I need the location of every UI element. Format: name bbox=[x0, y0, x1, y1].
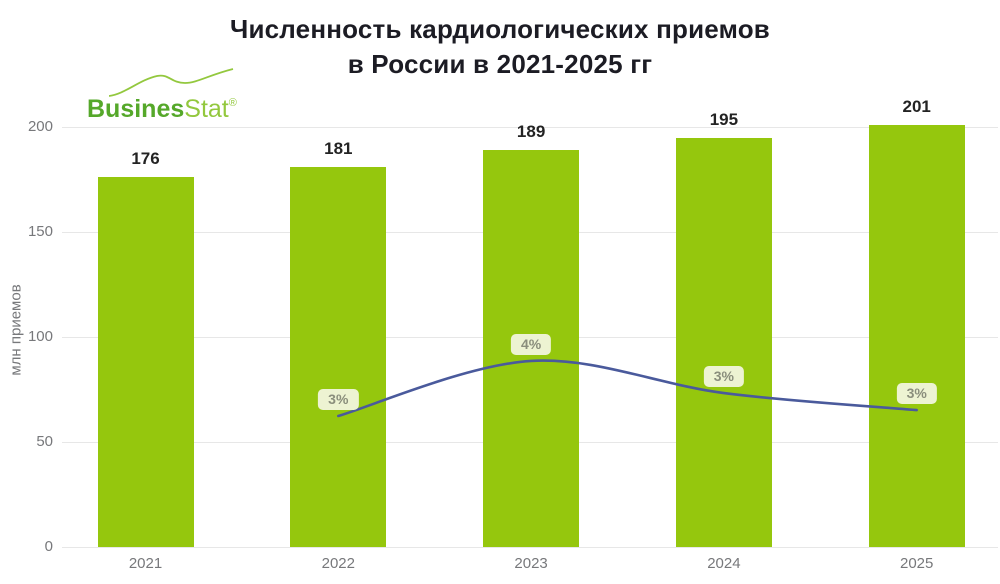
x-axis-label: 2023 bbox=[514, 555, 548, 572]
x-axis-label: 2022 bbox=[321, 555, 355, 572]
x-axis-label: 2025 bbox=[900, 555, 934, 572]
grid-line-0 bbox=[62, 547, 998, 548]
bar-2022 bbox=[290, 166, 387, 547]
bar-value-label: 189 bbox=[516, 122, 546, 142]
bar-value-label: 201 bbox=[902, 96, 931, 116]
bar-value-label: 195 bbox=[709, 109, 739, 129]
bar-2021 bbox=[97, 177, 194, 547]
bar-value-label: 176 bbox=[131, 149, 160, 169]
y-tick-label: 100 bbox=[27, 328, 53, 345]
chart-title-line1: Численность кардиологических приемов bbox=[230, 14, 770, 44]
y-tick-label: 200 bbox=[27, 118, 53, 135]
growth-line bbox=[337, 359, 918, 418]
growth-label-pill: 3% bbox=[318, 388, 359, 410]
logo-registered-mark: ® bbox=[228, 97, 237, 109]
chart-title: Численность кардиологических приемов в Р… bbox=[0, 12, 1000, 82]
logo-text-stat: Stat bbox=[184, 95, 229, 123]
growth-label-pill: 3% bbox=[703, 366, 745, 388]
y-tick-label: 0 bbox=[44, 538, 53, 555]
growth-label-pill: 3% bbox=[896, 383, 937, 405]
bar-2024 bbox=[675, 137, 772, 547]
growth-label-pill: 4% bbox=[510, 333, 552, 355]
grid-line-200 bbox=[62, 127, 998, 128]
chart-title-line2: в России в 2021-2025 гг bbox=[347, 49, 653, 79]
bar-value-label: 181 bbox=[324, 138, 353, 158]
y-tick-label: 150 bbox=[27, 223, 53, 240]
logo-text-busines: Busines bbox=[87, 95, 185, 123]
logo-trend-icon bbox=[109, 68, 234, 97]
bar-2025 bbox=[868, 124, 965, 547]
logo-wordmark: BusinesStat® bbox=[87, 97, 237, 122]
businesstat-logo: BusinesStat® bbox=[87, 68, 239, 124]
y-tick-label: 50 bbox=[36, 433, 53, 450]
x-axis-label: 2021 bbox=[128, 555, 163, 572]
x-axis-label: 2024 bbox=[707, 555, 741, 572]
